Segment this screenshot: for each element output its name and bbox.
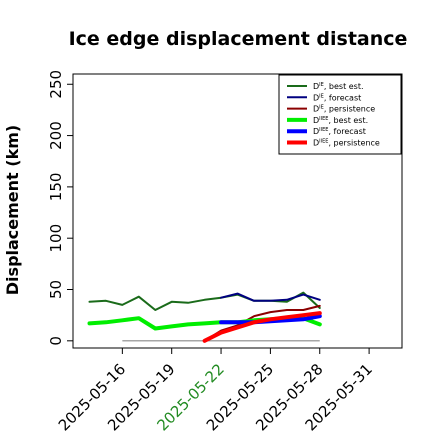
legend-entry-4: DIIEE, forecast [313,127,366,136]
y-tick-label: 250 [47,70,65,99]
legend-entry-0: DIE, best est. [313,82,364,91]
chart-title: Ice edge displacement distance [69,28,408,50]
legend-entry-2: DIE, persistence [313,105,375,114]
y-axis-label: Displacement (km) [3,125,22,295]
plot-area [87,291,322,343]
legend-entry-3: DIIEE, best est. [313,116,368,125]
legend: DIE, best est. DIE, forecast DIE, persiste… [278,74,402,155]
series-line-0 [88,291,321,311]
y-tick-label: 0 [47,336,65,346]
y-tick-label: 200 [47,121,65,150]
y-tick-label: 100 [47,224,65,253]
series-line-5 [202,311,322,343]
y-tick-label: 150 [47,173,65,202]
y-tick-label: 50 [47,280,65,299]
series-line-1 [220,292,321,302]
legend-entry-5: DIIEE, persistence [313,139,380,148]
plot-frame [72,73,403,349]
legend-entry-1: DIE, forecast [313,93,361,102]
